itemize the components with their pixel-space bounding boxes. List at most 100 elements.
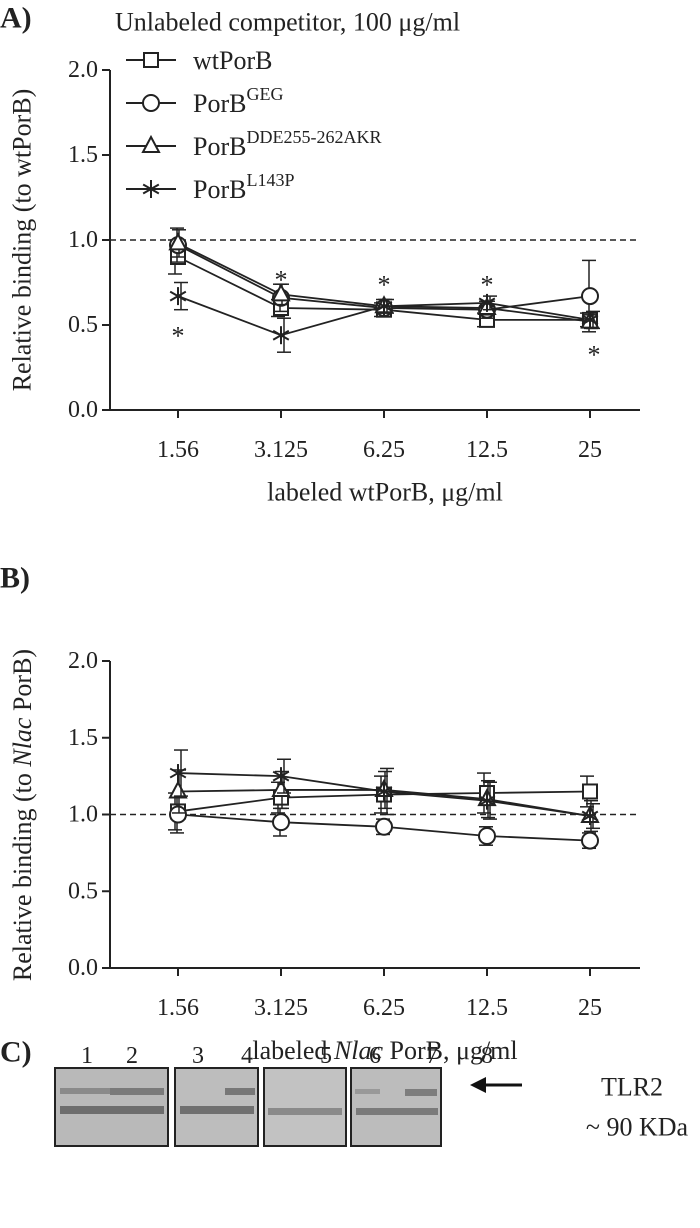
marker-circle — [142, 94, 160, 112]
lane-label: 5 — [320, 1043, 332, 1069]
x-axis-label-part: PorB, μg/ml — [383, 1036, 518, 1065]
y-tick-label: 2.0 — [68, 648, 98, 674]
error-bar — [174, 281, 188, 311]
legend-name: PorB — [193, 132, 246, 161]
legend-superscript: L143P — [246, 170, 294, 190]
error-bar — [380, 767, 394, 816]
panel-label: C) — [0, 1036, 32, 1069]
blot-image — [54, 1067, 442, 1147]
lane-label: 3 — [192, 1043, 204, 1069]
marker-star-stroke — [375, 300, 393, 312]
marker-star-stroke — [581, 810, 599, 822]
marker-star-stroke — [142, 183, 160, 195]
error-bar — [380, 298, 394, 314]
marker-star — [581, 807, 599, 826]
x-tick-label: 12.5 — [466, 437, 508, 463]
legend-label: PorBDDE255-262AKR — [193, 127, 381, 161]
blot-band — [356, 1108, 438, 1115]
lane-label: 7 — [426, 1043, 438, 1069]
legend-superscript: GEG — [246, 84, 283, 104]
y-tick-label: 0.5 — [68, 878, 98, 904]
error-bar — [483, 295, 497, 311]
blot-lane-labels: 1 2 3 4 5 6 7 8 — [81, 1043, 493, 1069]
significance-mark: * — [481, 271, 494, 300]
legend-name: wtPorB — [193, 46, 272, 75]
blot-band — [60, 1106, 164, 1114]
x-tick-label: 1.56 — [157, 437, 199, 463]
y-tick-label: 1.0 — [68, 802, 98, 828]
marker-star-stroke — [272, 329, 290, 341]
marker-star-stroke — [169, 290, 187, 302]
x-axis-label-part: labeled — [252, 1036, 334, 1065]
y-axis-label: Relative binding (to Nlac PorB) — [8, 649, 37, 981]
significance-mark: * — [588, 340, 601, 369]
marker-star — [272, 767, 290, 786]
marker-star — [169, 764, 187, 783]
marker-star-stroke — [478, 795, 496, 807]
marker-square — [143, 52, 159, 68]
marker-star — [375, 782, 393, 801]
marker-star — [375, 297, 393, 316]
x-tick-label: 3.125 — [254, 437, 308, 463]
x-tick-label: 25 — [578, 437, 602, 463]
x-tick-label: 1.56 — [157, 995, 199, 1021]
error-bar — [277, 317, 291, 353]
lane-label: 2 — [126, 1043, 138, 1069]
x-tick-label: 3.125 — [254, 995, 308, 1021]
error-bar — [174, 749, 188, 797]
lane-label: 1 — [81, 1043, 93, 1069]
y-tick-label: 0.5 — [68, 312, 98, 338]
y-tick-label: 2.0 — [68, 57, 98, 83]
chart: A) Unlabeled competitor, 100 μg/ml Relativ… — [0, 2, 640, 507]
x-axis-label-part: Nlac — [333, 1036, 384, 1065]
x-axis-label: labeled Nlac PorB, μg/ml — [252, 1036, 517, 1065]
legend-label: wtPorB — [193, 46, 272, 75]
legend-name: PorB — [193, 175, 246, 204]
x-tick-label: 6.25 — [363, 995, 405, 1021]
marker-circle — [272, 813, 290, 832]
blot-box — [263, 1067, 347, 1147]
marker-star-stroke — [375, 786, 393, 797]
marker-triangle — [168, 232, 188, 251]
lane-label: 6 — [369, 1043, 381, 1069]
marker-triangle — [141, 134, 161, 153]
x-tick-label: 6.25 — [363, 437, 405, 463]
y-tick-label: 1.5 — [68, 142, 98, 168]
y-tick-label: 1.5 — [68, 725, 98, 751]
marker-circle — [169, 805, 187, 824]
blot-band — [110, 1088, 164, 1095]
legend-name: PorB — [193, 89, 246, 118]
legend-label: PorBL143P — [193, 170, 294, 204]
x-axis-label: labeled wtPorB, μg/ml — [267, 478, 503, 507]
blot-band — [60, 1088, 110, 1094]
marker-star — [478, 293, 496, 312]
blot-size: ~ 90 KDa — [586, 1113, 689, 1142]
marker-circle — [375, 817, 393, 836]
marker-star-stroke — [272, 770, 290, 782]
marker-star — [142, 180, 160, 198]
marker-triangle — [271, 778, 291, 797]
marker-star-stroke — [581, 314, 599, 326]
marker-circle — [581, 831, 599, 850]
x-tick-label: 12.5 — [466, 995, 508, 1021]
significance-mark: * — [172, 322, 185, 351]
significance-mark: * — [275, 266, 288, 295]
blot-target: TLR2 — [601, 1073, 663, 1102]
y-axis-label-part: PorB) — [8, 649, 37, 718]
legend-superscript: DDE255-262AKR — [246, 127, 381, 147]
x-tick-label: 25 — [578, 995, 602, 1021]
marker-circle — [581, 287, 599, 306]
y-axis-label-part: Nlac — [8, 717, 37, 768]
y-tick-label: 1.0 — [68, 227, 98, 253]
marker-square — [582, 783, 598, 800]
y-axis-label-part: Relative binding (to — [8, 767, 37, 981]
error-bar — [483, 781, 497, 820]
panel-label: B) — [0, 562, 30, 595]
marker-triangle — [271, 283, 291, 302]
blot-band — [405, 1089, 437, 1096]
blot-box — [350, 1067, 442, 1147]
marker-circle — [478, 826, 496, 845]
lane-label: 4 — [241, 1043, 253, 1069]
chart-title: Unlabeled competitor, 100 μg/ml — [115, 8, 460, 37]
